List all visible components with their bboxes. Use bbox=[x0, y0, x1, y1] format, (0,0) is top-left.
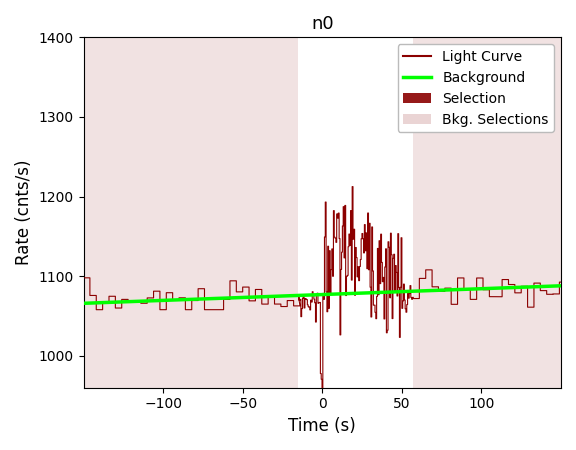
Bar bbox=[413, 37, 561, 388]
Title: n0: n0 bbox=[311, 15, 334, 33]
Bar bbox=[84, 37, 298, 388]
X-axis label: Time (s): Time (s) bbox=[289, 417, 356, 435]
Legend: Light Curve, Background, Selection, Bkg. Selections: Light Curve, Background, Selection, Bkg.… bbox=[397, 44, 554, 132]
Y-axis label: Rate (cnts/s): Rate (cnts/s) bbox=[15, 160, 33, 266]
